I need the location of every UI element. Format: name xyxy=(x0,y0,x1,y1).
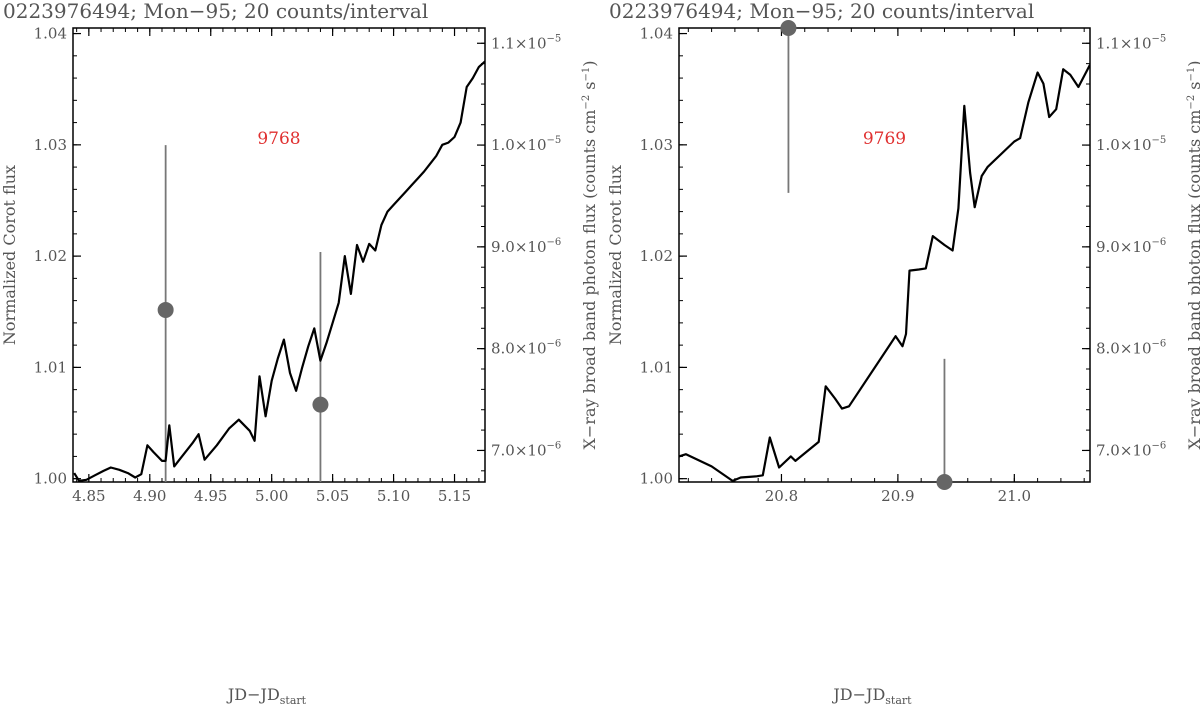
y2-tick-mantissa: 8.0×10 xyxy=(1096,340,1152,358)
y2-tick-mantissa: 9.0×10 xyxy=(1096,238,1152,256)
corot-light-curve xyxy=(679,64,1090,482)
x-axis-label: JD−JDstart xyxy=(226,685,307,704)
y-tick-label: 1.02 xyxy=(34,247,67,265)
y-tick-label: 1.02 xyxy=(640,247,673,265)
y-axis-label: Normalized Corot flux xyxy=(606,165,625,345)
x-tick-label: 20.8 xyxy=(765,487,798,505)
y2-tick-label: 9.0×10−6 xyxy=(1096,237,1166,256)
y2-axis-label: X−ray broad band photon flux (counts cm−… xyxy=(1185,61,1200,450)
y-tick-label: 1.04 xyxy=(640,25,673,43)
y2-tick-mantissa: 1.0×10 xyxy=(1096,136,1152,154)
y2-tick-mantissa: 1.0×10 xyxy=(491,136,547,154)
x-tick-label: 21.0 xyxy=(998,487,1031,505)
chart-title: 0223976494; Mon−95; 20 counts/interval xyxy=(609,0,1034,23)
y2-tick-exponent: −5 xyxy=(1152,135,1167,146)
y2-axis-label-end: ) xyxy=(580,61,599,67)
xray-point xyxy=(157,301,174,318)
y2-axis-label-mid: s xyxy=(580,82,599,95)
chart-panel-1: 0223976494; Mon−95; 20 counts/interval 4.… xyxy=(0,0,599,704)
y2-tick-exponent: −5 xyxy=(547,135,562,146)
y2-axis-label-end: ) xyxy=(1185,61,1200,67)
plot-frame xyxy=(72,27,486,483)
y2-axis-label-sup1: −2 xyxy=(581,95,592,110)
y2-tick-mantissa: 1.1×10 xyxy=(1096,34,1152,52)
y2-tick-exponent: −6 xyxy=(547,339,562,350)
chart-title: 0223976494; Mon−95; 20 counts/interval xyxy=(3,0,428,23)
y-tick-label: 1.04 xyxy=(34,25,67,43)
y2-axis-label-sup2: −1 xyxy=(1186,67,1197,82)
x-tick-label: 5.00 xyxy=(255,487,288,505)
y2-tick-label: 9.0×10−6 xyxy=(491,237,561,256)
annotation-label: 9768 xyxy=(257,129,300,149)
y2-tick-label: 1.1×10−5 xyxy=(491,33,561,52)
y2-tick-mantissa: 8.0×10 xyxy=(491,340,547,358)
annotation-label: 9769 xyxy=(863,129,906,149)
plot-area xyxy=(73,60,485,482)
y2-tick-exponent: −6 xyxy=(1152,339,1167,350)
y2-tick-label: 8.0×10−6 xyxy=(1096,339,1166,358)
y-tick-label: 1.03 xyxy=(34,136,67,154)
x-axis-label-sub: start xyxy=(885,694,912,704)
y2-axis-label: X−ray broad band photon flux (counts cm−… xyxy=(580,61,599,450)
y-tick-label: 1.00 xyxy=(640,470,673,488)
y2-axis-label-main: X−ray broad band photon flux (counts cm xyxy=(580,110,599,450)
y2-tick-mantissa: 1.1×10 xyxy=(491,34,547,52)
corot-light-curve xyxy=(73,60,485,482)
x-tick-label: 4.95 xyxy=(194,487,227,505)
y2-axis-label-main: X−ray broad band photon flux (counts cm xyxy=(1185,110,1200,450)
y-tick-label: 1.03 xyxy=(640,136,673,154)
y2-axis-label-sup2: −1 xyxy=(581,67,592,82)
plot-area xyxy=(679,20,1090,490)
y2-axis-label-sup1: −2 xyxy=(1186,95,1197,110)
plot-frame xyxy=(678,27,1091,483)
x-axis-label-sub: start xyxy=(280,694,307,704)
x-tick-label: 5.10 xyxy=(377,487,410,505)
y2-tick-mantissa: 9.0×10 xyxy=(491,238,547,256)
y2-tick-label: 1.0×10−5 xyxy=(491,135,561,154)
y-tick-label: 1.01 xyxy=(640,358,673,376)
xray-point xyxy=(936,474,953,490)
x-axis-label: JD−JDstart xyxy=(831,685,912,704)
x-tick-label: 5.15 xyxy=(438,487,471,505)
y-tick-label: 1.00 xyxy=(34,470,67,488)
y2-tick-label: 1.0×10−5 xyxy=(1096,135,1166,154)
y2-axis-label-mid: s xyxy=(1185,82,1200,95)
y2-tick-exponent: −5 xyxy=(1152,33,1167,44)
y2-tick-label: 7.0×10−6 xyxy=(491,440,561,459)
x-tick-label: 5.05 xyxy=(316,487,349,505)
y2-tick-exponent: −6 xyxy=(1152,237,1167,248)
y2-tick-label: 1.1×10−5 xyxy=(1096,33,1166,52)
x-tick-label: 4.85 xyxy=(72,487,105,505)
x-axis-label-main: JD−JD xyxy=(226,685,280,704)
y2-tick-exponent: −6 xyxy=(1152,440,1167,451)
xray-point xyxy=(312,396,329,413)
y2-tick-mantissa: 7.0×10 xyxy=(491,441,547,459)
y2-tick-exponent: −6 xyxy=(547,440,562,451)
y-axis-label: Normalized Corot flux xyxy=(0,165,19,345)
y2-tick-exponent: −5 xyxy=(547,33,562,44)
x-tick-label: 20.9 xyxy=(881,487,914,505)
y2-tick-mantissa: 7.0×10 xyxy=(1096,441,1152,459)
y2-tick-label: 7.0×10−6 xyxy=(1096,440,1166,459)
x-axis-label-main: JD−JD xyxy=(831,685,885,704)
y2-tick-exponent: −6 xyxy=(547,237,562,248)
y-tick-label: 1.01 xyxy=(34,358,67,376)
xray-point xyxy=(780,20,797,36)
x-tick-label: 4.90 xyxy=(133,487,166,505)
y2-tick-label: 8.0×10−6 xyxy=(491,339,561,358)
chart-panel-2: 0223976494; Mon−95; 20 counts/interval 20… xyxy=(606,0,1200,704)
